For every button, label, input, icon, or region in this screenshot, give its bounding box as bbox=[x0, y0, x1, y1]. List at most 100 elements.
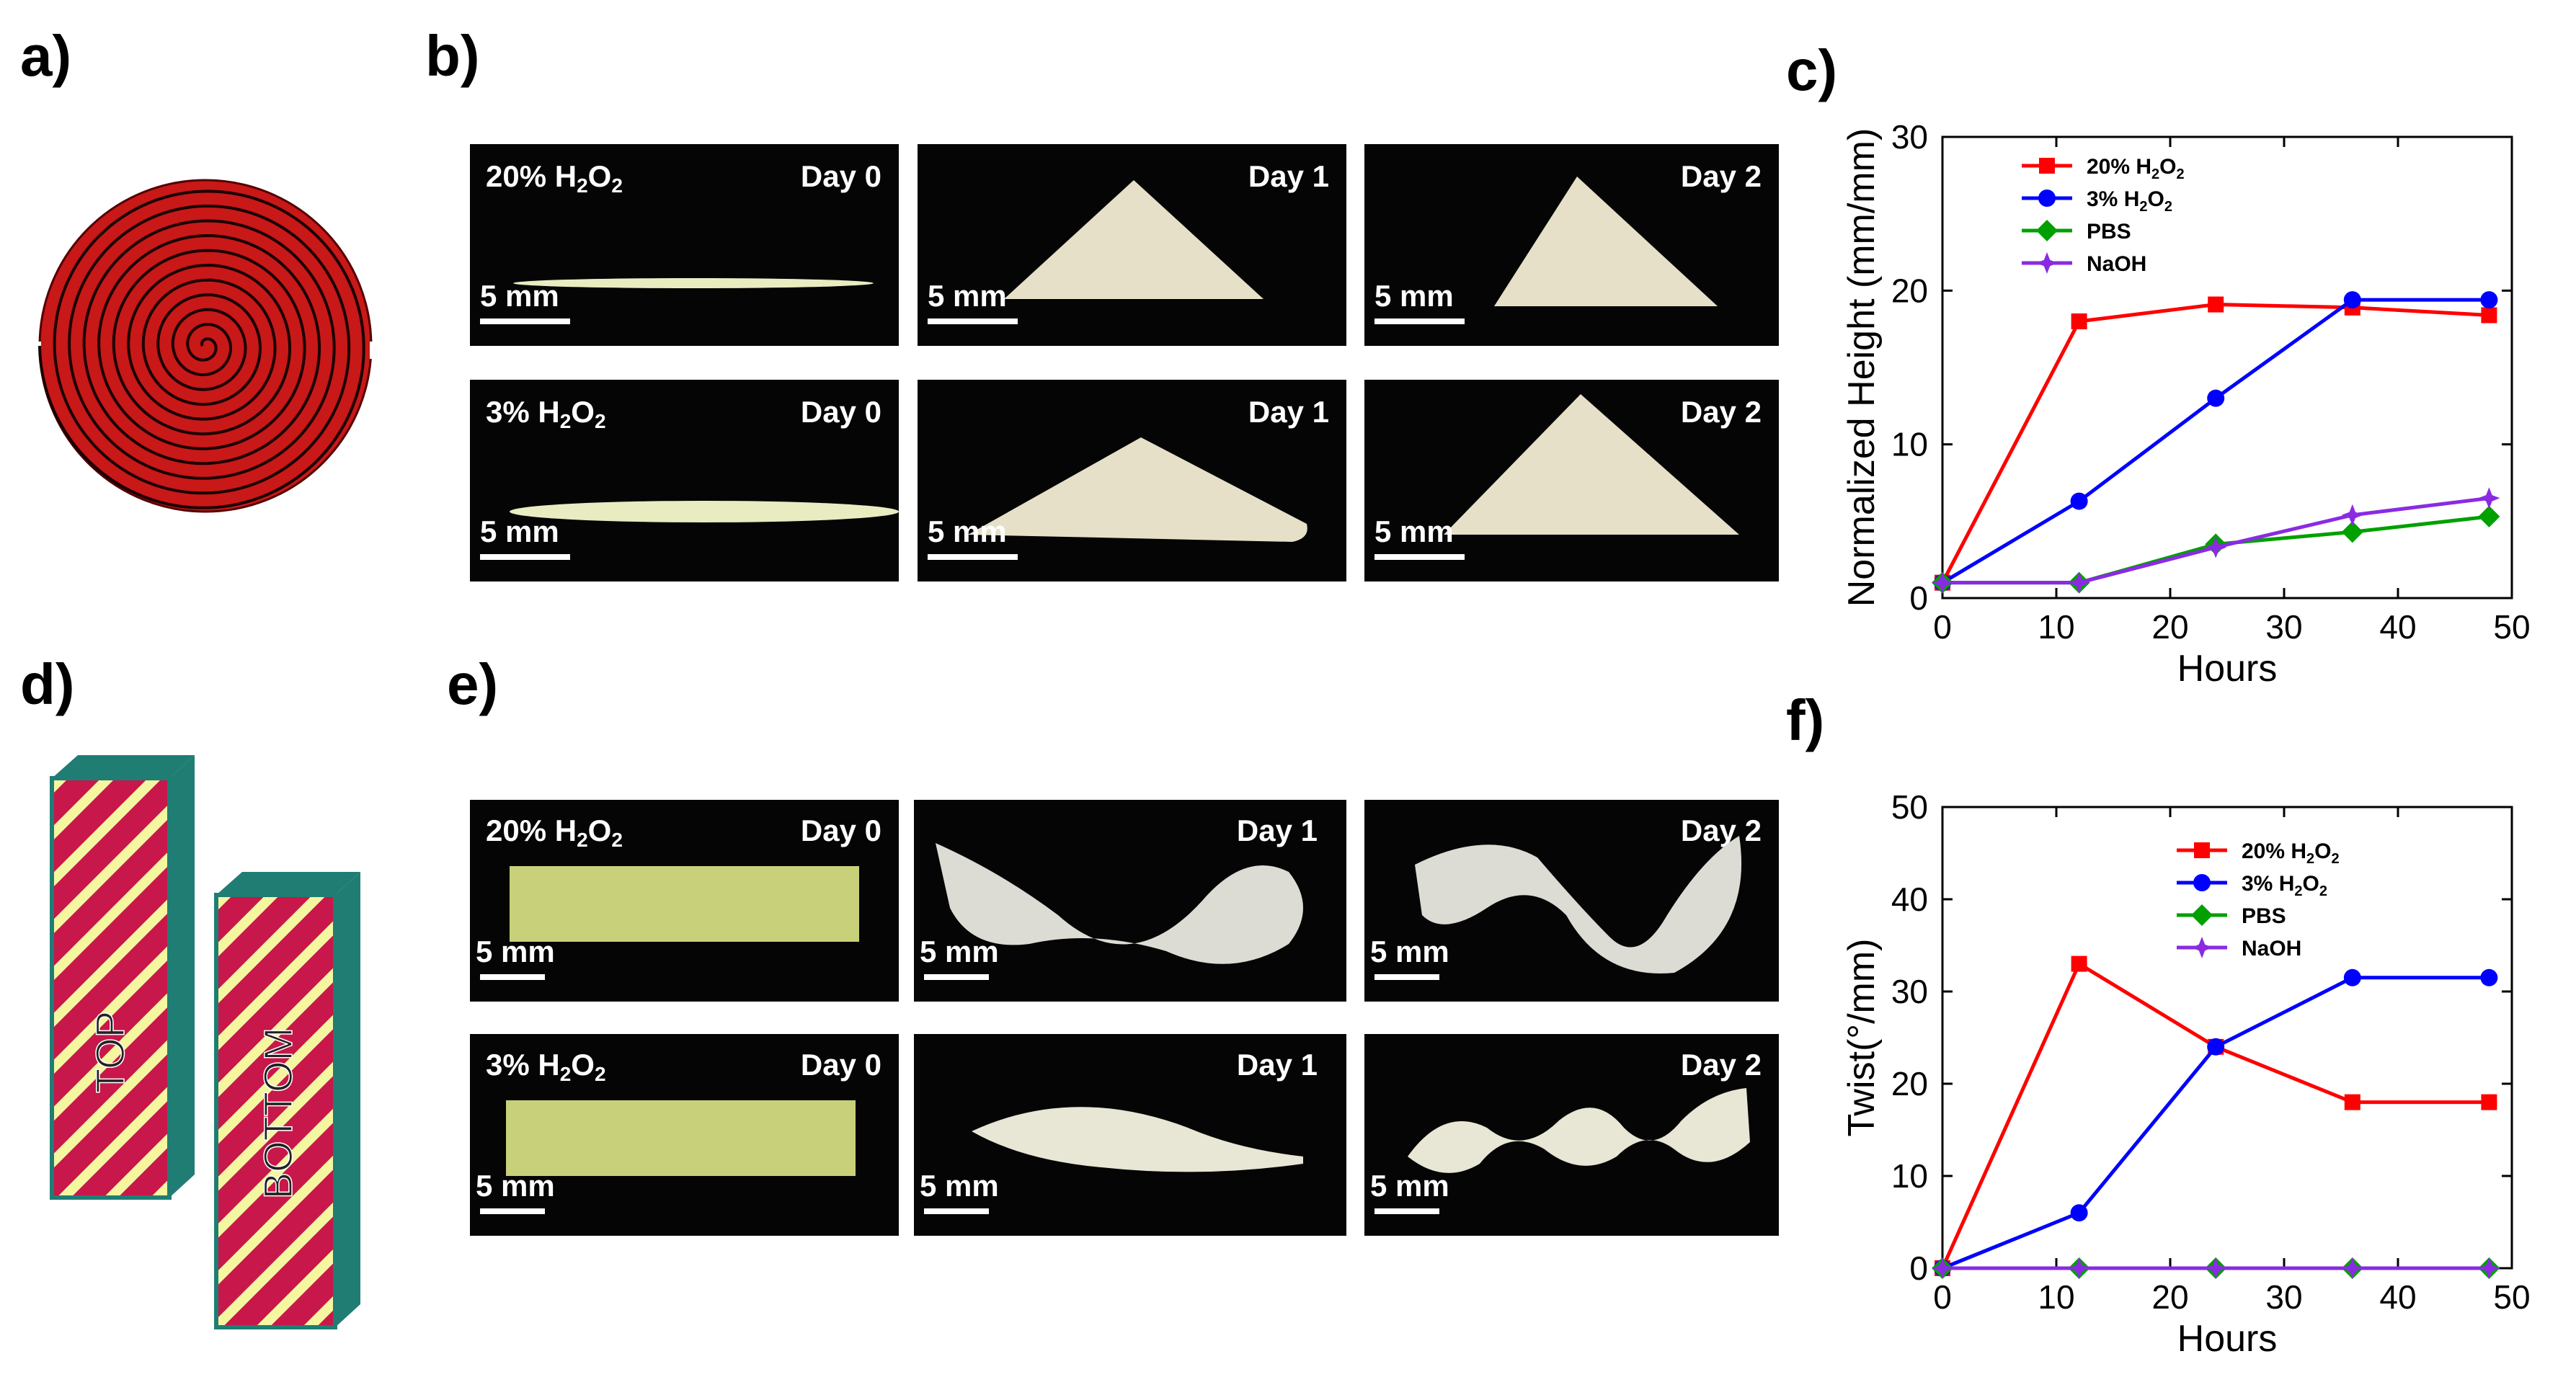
condition-label: 20% H bbox=[486, 159, 577, 193]
scale-label: 5 mm bbox=[928, 279, 1007, 313]
data-point bbox=[2343, 291, 2361, 309]
data-point bbox=[2071, 955, 2087, 972]
day-label: Day 0 bbox=[800, 395, 881, 429]
condition-label: 20% H bbox=[486, 814, 577, 847]
photo-e-20-day1: Day 1 5 mm bbox=[914, 800, 1346, 1002]
photo-b-20-day0: 20% H2O2 Day 0 5 mm bbox=[470, 144, 899, 346]
photo-e-20-day0: 20% H2O2 Day 0 5 mm bbox=[470, 800, 899, 1002]
condition-label: 3% H bbox=[486, 1048, 560, 1082]
x-tick-label: 40 bbox=[2379, 1278, 2416, 1316]
x-tick-label: 40 bbox=[2379, 608, 2416, 646]
x-tick-label: 0 bbox=[1933, 608, 1952, 646]
scale-bar bbox=[480, 1208, 545, 1214]
y-tick-label: 0 bbox=[1909, 579, 1928, 617]
data-point bbox=[2068, 571, 2090, 594]
legend-marker bbox=[2039, 158, 2055, 174]
scale-bar bbox=[1374, 554, 1465, 560]
data-point bbox=[2341, 504, 2363, 526]
x-axis-label: Hours bbox=[2177, 1318, 2278, 1360]
scale-label: 5 mm bbox=[1370, 1169, 1449, 1203]
day-label: Day 2 bbox=[1680, 814, 1762, 847]
y-tick-label: 20 bbox=[1891, 272, 1928, 309]
data-point bbox=[2341, 521, 2363, 543]
series-naoh bbox=[1932, 487, 2500, 594]
x-tick-label: 50 bbox=[2493, 608, 2530, 646]
plot-frame bbox=[1941, 806, 2513, 1270]
scale-label: 5 mm bbox=[476, 1169, 555, 1203]
panel-label-b: b) bbox=[425, 24, 480, 88]
x-tick-label: 10 bbox=[2038, 1278, 2074, 1316]
scale-label: 5 mm bbox=[480, 279, 559, 313]
day-label: Day 1 bbox=[1236, 814, 1318, 847]
photo-b-20-day1: Day 1 5 mm bbox=[918, 144, 1346, 346]
data-point bbox=[2343, 968, 2361, 986]
photo-b-3-day1: Day 1 5 mm bbox=[918, 380, 1346, 581]
day-label: Day 2 bbox=[1680, 395, 1762, 429]
top-label: TOP bbox=[87, 1011, 133, 1093]
legend-label: 3% H2O2 bbox=[2087, 187, 2172, 215]
scale-label: 5 mm bbox=[1370, 935, 1449, 968]
legend-marker bbox=[2036, 220, 2058, 241]
x-tick-label: 30 bbox=[2265, 1278, 2302, 1316]
legend: 20% H2O2 3% H2O2 PBS NaOH bbox=[2177, 839, 2340, 961]
panel-label-a: a) bbox=[20, 24, 72, 88]
legend-marker bbox=[2038, 190, 2056, 207]
day-label: Day 2 bbox=[1680, 1048, 1762, 1082]
legend-marker bbox=[2191, 904, 2213, 926]
legend-label: NaOH bbox=[2087, 252, 2146, 276]
scale-bar bbox=[928, 318, 1018, 324]
legend-label: 20% H2O2 bbox=[2242, 839, 2340, 867]
y-tick-label: 0 bbox=[1909, 1249, 1928, 1287]
legend-marker bbox=[2193, 874, 2211, 891]
scale-bar bbox=[1374, 974, 1439, 980]
series-3-h2o2 bbox=[1934, 968, 2498, 1277]
x-tick-label: 0 bbox=[1933, 1278, 1952, 1316]
photo-e-3-day2: Day 2 5 mm bbox=[1364, 1034, 1779, 1236]
condition-label: 3% H bbox=[486, 395, 560, 429]
photo-e-3-day0: 3% H2O2 Day 0 5 mm bbox=[470, 1034, 899, 1236]
series-3-h2o2 bbox=[1934, 291, 2498, 592]
x-tick-label: 50 bbox=[2493, 1278, 2530, 1316]
scale-label: 5 mm bbox=[1374, 279, 1454, 313]
y-tick-label: 10 bbox=[1891, 426, 1928, 463]
scale-bar bbox=[1374, 318, 1465, 324]
y-axis-label: Normalized Height (mm/mm) bbox=[1841, 128, 1883, 607]
data-point bbox=[1932, 1257, 1953, 1279]
data-point bbox=[2070, 1204, 2088, 1222]
panel-label-c: c) bbox=[1786, 38, 1838, 102]
y-tick-label: 30 bbox=[1891, 118, 1928, 156]
data-point bbox=[2480, 291, 2498, 309]
scale-bar bbox=[480, 318, 570, 324]
legend-label: 20% H2O2 bbox=[2087, 155, 2185, 182]
scale-bar bbox=[924, 1208, 989, 1214]
scale-label: 5 mm bbox=[480, 514, 559, 548]
x-tick-label: 30 bbox=[2265, 608, 2302, 646]
data-point bbox=[2344, 1094, 2360, 1110]
data-point bbox=[2481, 307, 2497, 324]
scale-bar bbox=[480, 974, 545, 980]
data-point bbox=[2208, 296, 2224, 313]
photo-b-3-day0: 3% H2O2 Day 0 5 mm bbox=[470, 380, 899, 581]
series-line bbox=[1942, 976, 2490, 1270]
scale-label: 5 mm bbox=[920, 1169, 999, 1203]
y-tick-label: 10 bbox=[1891, 1157, 1928, 1195]
scale-label: 5 mm bbox=[476, 935, 555, 968]
scale-bar bbox=[928, 554, 1018, 560]
scale-label: 5 mm bbox=[928, 514, 1007, 548]
day-label: Day 1 bbox=[1248, 159, 1329, 193]
day-label: Day 1 bbox=[1236, 1048, 1318, 1082]
legend-label: NaOH bbox=[2242, 937, 2301, 961]
legend: 20% H2O2 3% H2O2 PBS NaOH bbox=[2022, 155, 2185, 276]
chart-f-twist: 0 10 20 30 40 50 0 10 20 30 40 50 Hours Twist(°/mm) 20… bbox=[1841, 788, 2531, 1360]
legend-marker bbox=[2036, 252, 2058, 274]
data-point bbox=[1932, 571, 1953, 594]
data-point bbox=[2070, 492, 2088, 510]
x-tick-label: 10 bbox=[2038, 608, 2074, 646]
data-point bbox=[2478, 505, 2500, 527]
data-point bbox=[2481, 1094, 2497, 1110]
data-point bbox=[2480, 968, 2498, 986]
legend-label: PBS bbox=[2242, 904, 2286, 928]
legend-marker bbox=[2194, 842, 2210, 858]
panel-label-d: d) bbox=[20, 652, 75, 716]
